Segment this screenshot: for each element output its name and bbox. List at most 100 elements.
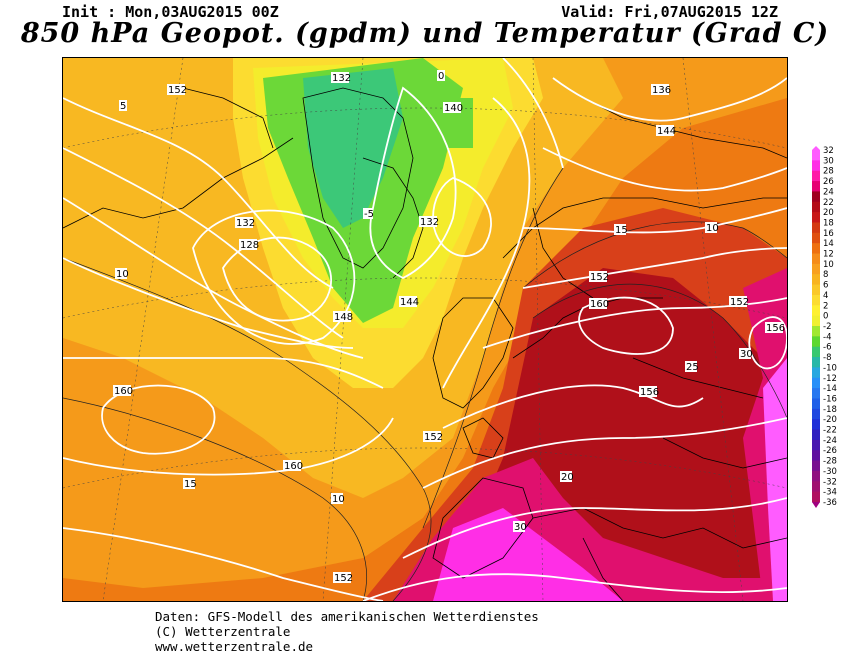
legend-arrow-top xyxy=(812,146,820,150)
footer-data-source: Daten: GFS-Modell des amerikanischen Wet… xyxy=(155,609,539,624)
legend-swatch xyxy=(812,398,820,410)
legend-tick-label: 28 xyxy=(823,167,834,177)
init-time-label: Init : Mon,03AUG2015 00Z xyxy=(62,3,279,21)
geo-label: 152 xyxy=(730,297,749,308)
geo-label: 140 xyxy=(444,103,463,114)
legend-tick-label: -26 xyxy=(823,446,837,456)
legend-tick-label: 6 xyxy=(823,281,828,291)
legend-swatch xyxy=(812,336,820,348)
temperature-legend: 32302826242220181614121086420-2-4-6-8-10… xyxy=(812,146,837,508)
legend-swatch xyxy=(812,253,820,265)
geopotential-isolines xyxy=(63,58,787,601)
legend-tick-label: 18 xyxy=(823,218,834,228)
temp-label: 20 xyxy=(561,472,574,483)
legend-swatch xyxy=(812,263,820,275)
legend-tick-label: -10 xyxy=(823,363,837,373)
geo-label: 152 xyxy=(590,272,609,283)
temp-label: 0 xyxy=(438,71,444,82)
legend-swatch xyxy=(812,294,820,306)
legend-tick-label: 32 xyxy=(823,146,834,156)
legend-tick-label: 4 xyxy=(823,291,828,301)
legend-tick-label: 8 xyxy=(823,270,828,280)
legend-swatch xyxy=(812,388,820,399)
legend-swatch xyxy=(812,470,820,482)
geo-label: 160 xyxy=(284,461,303,472)
legend-tick-label: -34 xyxy=(823,488,837,498)
legend-tick-label: -36 xyxy=(823,498,837,508)
temp-label: 10 xyxy=(332,494,345,505)
geo-label: 156 xyxy=(640,387,659,398)
legend-tick-label: -4 xyxy=(823,332,831,342)
legend-swatch xyxy=(812,181,820,192)
legend-tick-label: 14 xyxy=(823,239,834,249)
temp-label: 30 xyxy=(514,522,527,533)
geo-label: 152 xyxy=(334,573,353,584)
legend-swatch xyxy=(812,315,820,327)
valid-time-label: Valid: Fri,07AUG2015 12Z xyxy=(561,3,778,21)
geo-label: 152 xyxy=(168,85,187,96)
legend-tick-label: 22 xyxy=(823,198,834,208)
geo-label: 132 xyxy=(420,217,439,228)
legend-swatch xyxy=(812,150,820,161)
legend-tick-label: -22 xyxy=(823,426,837,436)
map-value-labels: 152 132 140 136 144 132 128 132 144 148 … xyxy=(113,70,785,584)
legend-swatch xyxy=(812,160,820,172)
temp-field-30 xyxy=(433,508,623,601)
legend-tick-label: 12 xyxy=(823,250,834,260)
legend-tick-label: -2 xyxy=(823,322,831,332)
legend-tick-label: -16 xyxy=(823,394,837,404)
footer-url: www.wetterzentrale.de xyxy=(155,639,314,654)
legend-tick-label: 24 xyxy=(823,187,834,197)
legend-tick-label: -20 xyxy=(823,415,837,425)
graticule xyxy=(63,58,787,601)
geo-label: 136 xyxy=(652,85,671,96)
legend-swatch xyxy=(812,357,820,368)
temp-label: 5 xyxy=(120,101,126,112)
legend-swatch xyxy=(812,491,820,503)
temp-label: -5 xyxy=(364,209,374,220)
legend-arrow-bottom xyxy=(812,502,820,508)
legend-swatch xyxy=(812,305,820,317)
legend-swatch xyxy=(812,429,820,441)
geo-label: 156 xyxy=(766,323,785,334)
geo-label: 132 xyxy=(332,73,351,84)
legend-swatch xyxy=(812,367,820,379)
footer-credits: Daten: GFS-Modell des amerikanischen Wet… xyxy=(155,609,539,654)
temp-label: 30 xyxy=(740,349,753,360)
legend-tick-label: -14 xyxy=(823,384,837,394)
geo-label: 160 xyxy=(114,386,133,397)
legend-swatch xyxy=(812,450,820,462)
legend-swatch xyxy=(812,326,820,337)
legend-tick-label: 2 xyxy=(823,301,828,311)
legend-swatch xyxy=(812,170,820,182)
temp-label: 10 xyxy=(116,269,129,280)
geo-label: 144 xyxy=(657,126,676,137)
legend-swatch xyxy=(812,201,820,213)
temp-label: 15 xyxy=(615,225,628,236)
legend-swatch xyxy=(812,408,820,420)
legend-swatch xyxy=(812,419,820,431)
legend-swatch xyxy=(812,460,820,472)
legend-swatch xyxy=(812,243,820,255)
legend-tick-label: 26 xyxy=(823,177,834,187)
legend-tick-label: 20 xyxy=(823,208,834,218)
legend-tick-label: -24 xyxy=(823,436,837,446)
legend-swatch xyxy=(812,274,820,286)
geo-label: 160 xyxy=(590,299,609,310)
legend-tick-label: 16 xyxy=(823,229,834,239)
legend-swatch xyxy=(812,346,820,358)
legend-swatch xyxy=(812,212,820,223)
footer-copyright: (C) Wetterzentrale xyxy=(155,624,291,639)
legend-tick-label: 30 xyxy=(823,156,834,166)
legend-swatch xyxy=(812,222,820,234)
map-title: 850 hPa Geopot. (gpdm) und Temperatur (G… xyxy=(20,18,830,49)
geo-label: 128 xyxy=(240,240,259,251)
temp-label: 25 xyxy=(686,362,699,373)
legend-tick-label: -8 xyxy=(823,353,831,363)
legend-tick-label: -18 xyxy=(823,405,837,415)
legend-tick-label: 10 xyxy=(823,260,834,270)
legend-swatch xyxy=(812,439,820,451)
legend-tick-label: -28 xyxy=(823,457,837,467)
geo-label: 148 xyxy=(334,312,353,323)
geo-label: 152 xyxy=(424,432,443,443)
